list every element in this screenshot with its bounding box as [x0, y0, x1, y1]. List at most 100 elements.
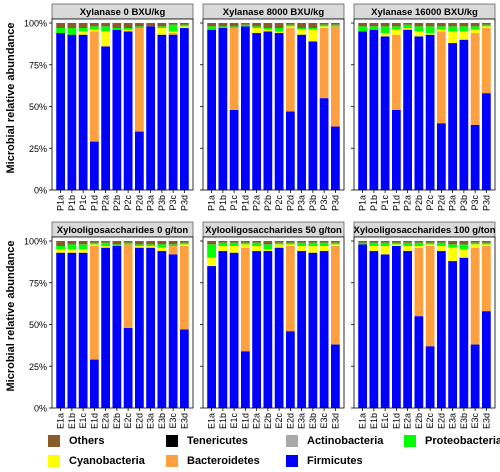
x-tick-label: P1c — [78, 195, 88, 211]
bar-segment-proteobacteria-e3b — [157, 244, 167, 248]
x-tick-label: E3a — [146, 413, 156, 429]
x-tick-label: E1b — [369, 413, 379, 429]
bar-segment-cyanobacteria-p1c — [380, 33, 390, 37]
bar-segment-proteobacteria-p2a — [101, 26, 111, 32]
bar-segment-proteobacteria-p3d — [330, 24, 340, 27]
bar-segment-proteobacteria-e3c — [319, 242, 329, 247]
bar-segment-cyanobacteria-p3b — [308, 29, 318, 42]
bar-segment-bacteroidetes-p3c — [168, 33, 178, 35]
bar-segment-firmicutes-p2b — [263, 31, 273, 190]
bar-segment-proteobacteria-p2d — [134, 26, 144, 29]
bar-segment-others-p1d — [391, 23, 401, 27]
bar-segment-cyanobacteria-e3b — [308, 246, 318, 253]
bar-segment-proteobacteria-p3c — [470, 26, 480, 30]
bar-segment-bacteroidetes-e3d — [330, 246, 340, 345]
y-tick-label: 25% — [29, 362, 47, 372]
bar-segment-firmicutes-p1b — [369, 29, 379, 191]
x-tick-label: E1d — [240, 413, 250, 429]
bar-segment-others-p1b — [218, 23, 228, 27]
y-tick-label: 0% — [34, 186, 47, 196]
bar-segment-firmicutes-e1b — [218, 251, 228, 408]
bar-segment-proteobacteria-p3b — [459, 26, 469, 32]
x-tick-label: E2d — [436, 413, 446, 429]
y-tick-label: 100% — [24, 237, 47, 247]
x-tick-label: E1a — [56, 413, 66, 429]
bar-segment-proteobacteria-p1d — [89, 26, 99, 30]
bar-segment-proteobacteria-e3d — [330, 242, 340, 245]
panel-title: Xylooligosaccharides 100 g/ton — [353, 225, 495, 236]
bar-segment-firmicutes-e2c — [425, 346, 435, 408]
bar-segment-cyanobacteria-e3d — [179, 244, 189, 247]
bar-segment-cyanobacteria-e1d — [89, 244, 99, 247]
bar-segment-proteobacteria-e2d — [134, 244, 144, 247]
legend-swatch — [48, 455, 60, 467]
bar-segment-proteobacteria-e2b — [263, 244, 273, 250]
bar-segment-proteobacteria-p2d — [285, 24, 295, 27]
panel-border — [353, 236, 496, 409]
bar-segment-firmicutes-p2a — [101, 46, 111, 190]
y-axis-title: Microbial relative abundance — [5, 241, 17, 392]
panel-xylanase-0-bxu-kg: Xylanase 0 BXU/kg0%25%50%75%100%P1a P1b P1… — [24, 3, 194, 211]
bar-segment-others-p2b — [112, 23, 122, 29]
bar-segment-cyanobacteria-p1c — [78, 31, 88, 35]
bar-segment-proteobacteria-e2a — [252, 242, 262, 247]
legend-swatch — [48, 435, 60, 447]
x-tick-label: E1d — [391, 413, 401, 429]
bar-segment-others-e1d — [391, 241, 401, 243]
bar-segment-firmicutes-p1a — [56, 33, 66, 190]
x-tick-label: E3c — [168, 413, 178, 429]
bar-segment-proteobacteria-p3d — [179, 24, 189, 27]
bar-segment-firmicutes-e3d — [481, 311, 491, 408]
x-tick-label: E1d — [89, 413, 99, 429]
bar-segment-proteobacteria-p1c — [78, 28, 88, 32]
bar-segment-proteobacteria-p3d — [481, 24, 491, 27]
x-tick-label: E1b — [67, 413, 77, 429]
bar-segment-cyanobacteria-e1c — [229, 246, 239, 253]
panel-title: Xylanase 16000 BXU/kg — [371, 7, 478, 18]
x-tick-label: P3d — [481, 195, 491, 211]
bar-segment-cyanobacteria-e1b — [218, 246, 228, 252]
bar-segment-firmicutes-p2d — [436, 123, 446, 190]
bar-segment-cyanobacteria-e3c — [470, 244, 480, 248]
bar-segment-cyanobacteria-e2c — [425, 244, 435, 247]
bar-segment-others-p3a — [297, 23, 307, 29]
bar-segment-cyanobacteria-p2a — [101, 31, 111, 47]
bar-segment-others-p1b — [369, 23, 379, 27]
bar-segment-proteobacteria-e3c — [470, 242, 480, 245]
bar-segment-others-p1a — [207, 23, 217, 27]
bar-segment-cyanobacteria-e1c — [78, 249, 88, 253]
bar-segment-others-p3c — [470, 23, 480, 27]
x-tick-label: P2d — [436, 195, 446, 211]
bar-segment-others-p1c — [78, 23, 88, 29]
x-tick-label: E1c — [78, 413, 88, 429]
legend-label: Firmicutes — [307, 455, 363, 467]
bar-segment-firmicutes-e1d — [89, 359, 99, 408]
x-tick-label: P1b — [218, 195, 228, 211]
bar-segment-firmicutes-e3a — [297, 251, 307, 408]
bar-segment-others-p3a — [146, 23, 156, 27]
x-tick-label: P2c — [123, 195, 133, 211]
bar-segment-proteobacteria-p2a — [252, 26, 262, 29]
bar-segment-cyanobacteria-e2a — [252, 246, 262, 252]
x-tick-label: P2a — [101, 195, 111, 211]
bar-segment-firmicutes-p2b — [414, 36, 424, 190]
legend-label: Tenericutes — [187, 435, 248, 447]
bar-segment-firmicutes-e3c — [168, 254, 178, 408]
bar-segment-others-p2d — [285, 23, 295, 25]
bar-segment-firmicutes-p1a — [207, 29, 217, 191]
bar-segment-firmicutes-p1d — [240, 26, 250, 191]
x-tick-label: E3a — [297, 413, 307, 429]
x-tick-label: P1c — [229, 195, 239, 211]
bar-segment-proteobacteria-e1b — [369, 242, 379, 247]
panel-xylooligosaccharides-50-g-ton: Xylooligosaccharides 50 g/ton E1a E1b E1c E1… — [200, 221, 345, 429]
x-tick-label: P2a — [403, 195, 413, 211]
y-axis-title: Microbial relative abundance — [5, 23, 17, 174]
y-tick-label: 75% — [29, 278, 47, 288]
bar-segment-firmicutes-e1d — [240, 351, 250, 408]
bar-segment-firmicutes-p3d — [179, 28, 189, 191]
bar-segment-proteobacteria-p1b — [369, 26, 379, 30]
bar-segment-cyanobacteria-p2b — [414, 31, 424, 37]
bar-segment-firmicutes-e2b — [263, 251, 273, 408]
panel-title: Xylanase 0 BXU/kg — [80, 7, 166, 18]
